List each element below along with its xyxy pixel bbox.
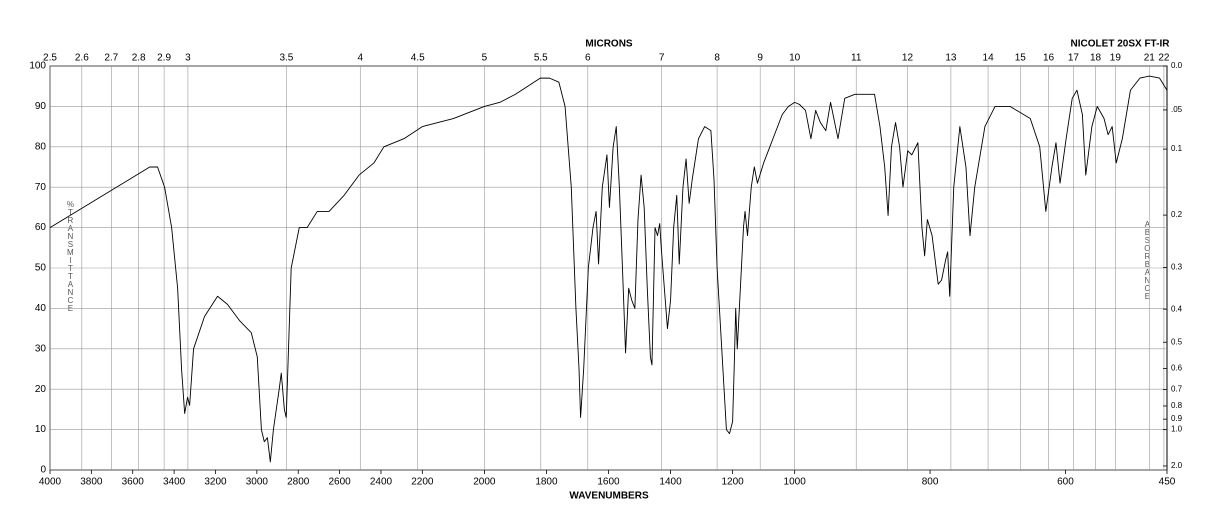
- x2-tick-label: 16: [1043, 53, 1055, 64]
- x2-tick-label: 8: [714, 53, 720, 64]
- instrument-label: NICOLET 20SX FT-IR: [1071, 39, 1171, 50]
- x-tick-label: 3000: [246, 477, 269, 488]
- y2-tick-label: 0.0: [1171, 61, 1183, 70]
- y2-tick-label: 0.5: [1171, 337, 1183, 346]
- x2-tick-label: 4: [357, 53, 363, 64]
- x-tick-label: 2800: [287, 477, 310, 488]
- x2-tick-label: 2.9: [157, 53, 171, 64]
- y-tick-label: 60: [35, 222, 47, 233]
- x2-tick-label: 22: [1158, 53, 1170, 64]
- x-tick-label: 3200: [204, 477, 227, 488]
- x2-tick-label: 5: [482, 53, 488, 64]
- y2-tick-label: .05: [1171, 105, 1183, 114]
- x2-tick-label: 9: [757, 53, 763, 64]
- x-tick-label: 4000: [39, 477, 62, 488]
- x2-tick-label: 13: [945, 53, 957, 64]
- y-tick-label: 0: [40, 465, 46, 476]
- x-tick-label: 2600: [328, 477, 351, 488]
- spectrum-line: [49, 75, 1168, 463]
- y-tick-label: 40: [35, 303, 47, 314]
- x2-tick-label: 19: [1110, 53, 1122, 64]
- x-axis-label: WAVENUMBERS: [569, 491, 649, 502]
- x2-tick-label: 14: [983, 53, 995, 64]
- y2-axis-label: ABSORBANCE: [1143, 220, 1152, 300]
- y-tick-label: 20: [35, 384, 47, 395]
- y-tick-label: 80: [35, 141, 47, 152]
- x2-tick-label: 5.5: [534, 53, 548, 64]
- x2-tick-label: 7: [659, 53, 665, 64]
- x2-tick-label: 11: [851, 53, 862, 64]
- x-tick-label: 800: [922, 477, 939, 488]
- y2-tick-label: 0.7: [1171, 385, 1183, 394]
- x-tick-label: 3600: [122, 477, 145, 488]
- x-tick-label: 1200: [721, 477, 744, 488]
- x2-tick-label: 6: [585, 53, 591, 64]
- x-tick-label: 600: [1057, 477, 1074, 488]
- y2-tick-label: 0.6: [1171, 364, 1183, 373]
- x2-tick-label: 12: [902, 53, 914, 64]
- x-tick-label: 450: [1159, 477, 1176, 488]
- y2-tick-label: 0.1: [1171, 144, 1183, 153]
- x-tick-label: 2200: [411, 477, 434, 488]
- y-tick-label: 30: [35, 343, 47, 354]
- x2-tick-label: 2.7: [104, 53, 118, 64]
- y2-tick-label: 2.0: [1171, 461, 1183, 470]
- x-tick-label: 1800: [535, 477, 558, 488]
- top-axis-label: MICRONS: [585, 39, 633, 50]
- x-tick-label: 2400: [370, 477, 393, 488]
- y-tick-label: 70: [35, 182, 47, 193]
- x2-tick-label: 4.5: [411, 53, 425, 64]
- x-tick-label: 3400: [163, 477, 186, 488]
- y-tick-label: 90: [35, 101, 47, 112]
- x-tick-label: 2000: [473, 477, 496, 488]
- y2-tick-label: 0.3: [1171, 263, 1183, 272]
- y2-tick-label: 1.0: [1171, 425, 1183, 434]
- y-tick-label: 10: [35, 424, 47, 435]
- y2-tick-label: 0.9: [1171, 414, 1183, 423]
- y-tick-label: 50: [35, 263, 47, 274]
- x2-tick-label: 2.5: [43, 53, 57, 64]
- y2-tick-label: 0.8: [1171, 401, 1183, 410]
- x2-tick-label: 18: [1090, 53, 1102, 64]
- x2-tick-label: 10: [789, 53, 801, 64]
- x-tick-label: 1400: [659, 477, 682, 488]
- x-tick-label: 1600: [597, 477, 620, 488]
- y-axis-label: %TRANSMITTANCE: [66, 200, 75, 312]
- x2-tick-label: 3: [185, 53, 191, 64]
- y2-tick-label: 0.4: [1171, 304, 1183, 313]
- x2-tick-label: 3.5: [279, 53, 293, 64]
- y-tick-label: 100: [29, 61, 46, 72]
- x2-tick-label: 2.8: [132, 53, 146, 64]
- y2-tick-label: 0.2: [1171, 210, 1183, 219]
- x2-tick-label: 17: [1068, 53, 1080, 64]
- x2-tick-label: 2.6: [75, 53, 89, 64]
- x2-tick-label: 15: [1015, 53, 1027, 64]
- x-tick-label: 3800: [80, 477, 103, 488]
- x2-tick-label: 21: [1144, 53, 1156, 64]
- x-tick-label: 1000: [784, 477, 807, 488]
